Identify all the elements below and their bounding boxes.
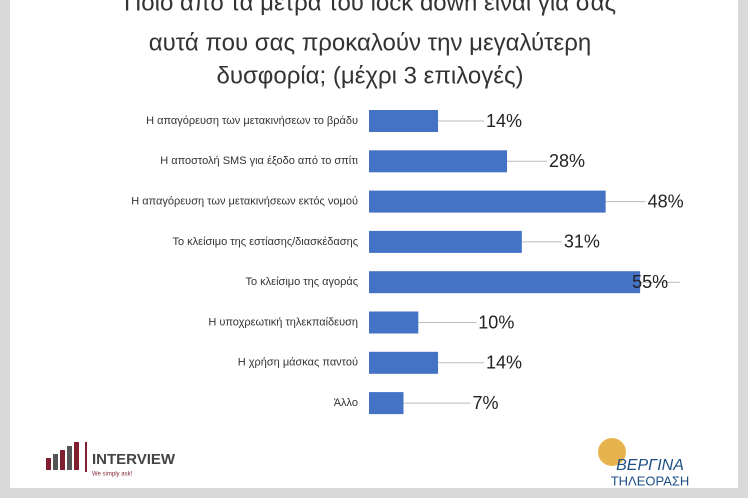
logo-text: ΒΕΡΓΙΝΑ (616, 457, 684, 474)
chart-title: αυτά που σας προκαλούν την μεγαλύτερη (149, 29, 592, 56)
logo-bar (46, 458, 51, 470)
logo-bar (67, 446, 72, 470)
logo-bar (74, 442, 79, 470)
frame-right (738, 0, 748, 498)
bar (369, 150, 508, 173)
y-tick-label: Το κλείσιμο της εστίασης/διασκέδασης (172, 236, 358, 248)
value-label: 55% (632, 272, 668, 292)
value-label: 14% (486, 111, 522, 131)
y-tick-label: Η υποχρεωτική τηλεκπαίδευση (208, 316, 358, 328)
bar (369, 271, 641, 294)
value-label: 48% (648, 191, 684, 211)
frame-left (0, 0, 10, 498)
logo-right: ΒΕΡΓΙΝΑ ΤΗΛΕΟΡΑΣΗ (598, 438, 689, 488)
y-tick-label: Άλλο (334, 397, 358, 409)
value-label: 7% (473, 393, 499, 413)
logo-bar (53, 454, 58, 470)
y-tick-label: Η απαγόρευση των μετακινήσεων εκτός νομο… (131, 196, 358, 208)
frame-bottom (0, 488, 748, 498)
value-label: 31% (564, 232, 600, 252)
logo-bar (60, 450, 65, 470)
y-tick-label: Το κλείσιμο της αγοράς (246, 276, 359, 288)
bar (369, 110, 439, 132)
chart-title: Ποιο από τα μέτρα του lock down είναι γι… (124, 0, 616, 16)
logo-sun (598, 438, 626, 466)
value-label: 10% (478, 312, 514, 332)
y-tick-label: Η χρήση μάσκας παντού (238, 357, 358, 369)
logo-tagline: We simply ask! (92, 472, 133, 478)
bar (369, 311, 419, 334)
logo-text: ΤΗΛΕΟΡΑΣΗ (611, 473, 690, 488)
value-label: 28% (549, 151, 585, 171)
bar (369, 351, 439, 374)
logo-text: INTERVIEW (92, 451, 176, 468)
logo-left: INTERVIEW We simply ask! (46, 442, 176, 478)
y-tick-label: Η αποστολή SMS για έξοδο από το σπίτι (160, 155, 358, 167)
value-label: 14% (486, 353, 522, 373)
y-tick-label: Η απαγόρευση των μετακινήσεων το βράδυ (146, 115, 358, 127)
bar (369, 230, 522, 253)
chart-title: δυσφορία; (μέχρι 3 επιλογές) (216, 62, 523, 89)
bar (369, 392, 404, 415)
bar (369, 190, 606, 213)
